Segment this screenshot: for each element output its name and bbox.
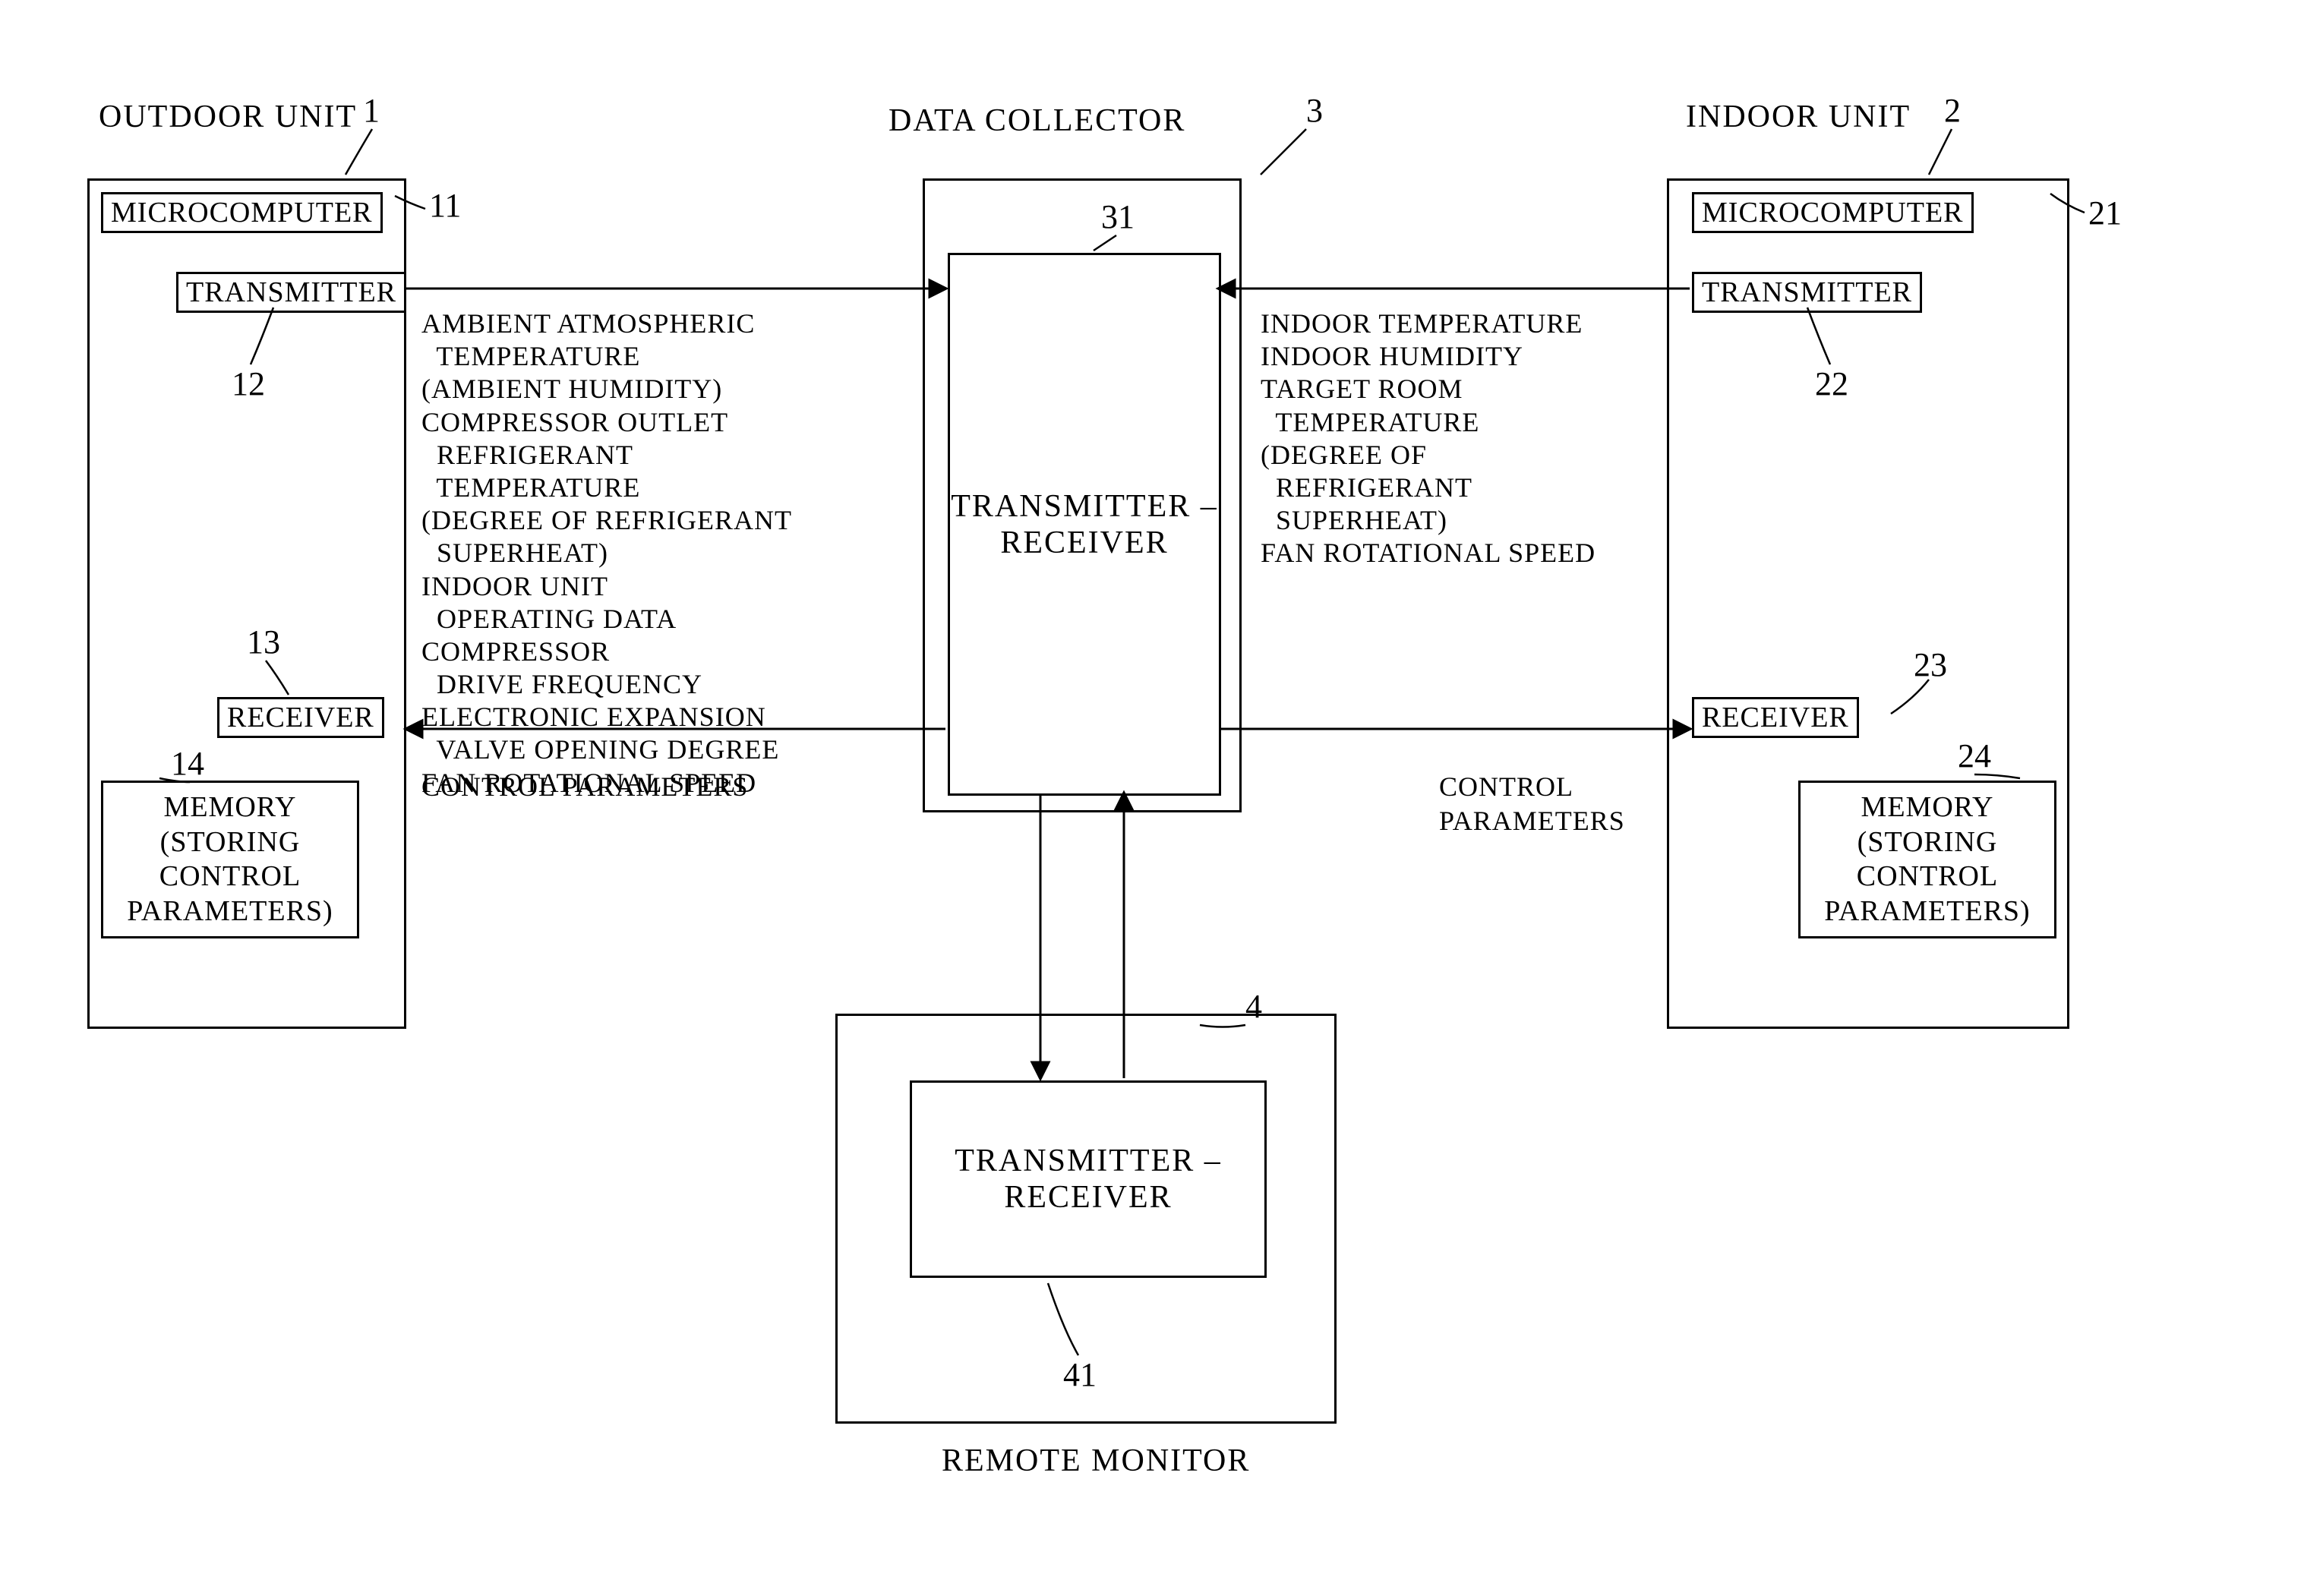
outdoor-mem-l3: CONTROL xyxy=(109,860,351,894)
leader-1 xyxy=(346,129,372,175)
indoor-mem-l2: (STORING xyxy=(1807,825,2048,860)
leader-3 xyxy=(1261,129,1306,175)
outdoor-receiver-box: RECEIVER xyxy=(217,697,384,738)
indoor-unit-title: INDOOR UNIT xyxy=(1686,99,1911,135)
outdoor-micro-ref: 11 xyxy=(429,186,461,225)
outdoor-mem-l1: MEMORY xyxy=(109,790,351,825)
indoor-unit-box: MICROCOMPUTER TRANSMITTER RECEIVER MEMOR… xyxy=(1667,178,2069,1029)
outdoor-unit-box: MICROCOMPUTER TRANSMITTER RECEIVER MEMOR… xyxy=(87,178,406,1029)
indoor-transmitter-box: TRANSMITTER xyxy=(1692,272,1922,313)
outdoor-data-list: AMBIENT ATMOSPHERIC TEMPERATURE (AMBIENT… xyxy=(421,308,792,800)
remote-txrx-ref: 41 xyxy=(1063,1355,1097,1394)
outdoor-mem-l4: PARAMETERS) xyxy=(109,894,351,929)
outdoor-tx-ref: 12 xyxy=(232,364,265,403)
control-params-left: CONTROL PARAMETERS xyxy=(421,771,748,803)
remote-monitor-title: REMOTE MONITOR xyxy=(942,1443,1250,1479)
collector-txrx-ref: 31 xyxy=(1101,197,1135,236)
data-collector-title: DATA COLLECTOR xyxy=(888,103,1185,139)
indoor-rx-ref: 23 xyxy=(1914,645,1947,684)
outdoor-mem-ref: 14 xyxy=(171,744,204,783)
indoor-tx-ref: 22 xyxy=(1815,364,1848,403)
indoor-receiver-box: RECEIVER xyxy=(1692,697,1859,738)
outdoor-unit-title: OUTDOOR UNIT xyxy=(99,99,357,135)
indoor-data-list: INDOOR TEMPERATURE INDOOR HUMIDITY TARGE… xyxy=(1261,308,1595,570)
outdoor-microcomputer-box: MICROCOMPUTER xyxy=(101,192,383,233)
indoor-microcomputer-box: MICROCOMPUTER xyxy=(1692,192,1974,233)
indoor-mem-l1: MEMORY xyxy=(1807,790,2048,825)
control-params-right-2: PARAMETERS xyxy=(1439,805,1625,837)
remote-ref: 4 xyxy=(1245,987,1262,1026)
indoor-unit-ref: 2 xyxy=(1944,91,1961,130)
indoor-mem-l3: CONTROL xyxy=(1807,860,2048,894)
data-collector-ref: 3 xyxy=(1306,91,1323,130)
outdoor-unit-ref: 1 xyxy=(363,91,380,130)
data-collector-box: TRANSMITTER – RECEIVER xyxy=(923,178,1242,812)
remote-txrx-box: TRANSMITTER – RECEIVER xyxy=(910,1080,1267,1278)
indoor-micro-ref: 21 xyxy=(2088,194,2122,232)
outdoor-mem-l2: (STORING xyxy=(109,825,351,860)
leader-2 xyxy=(1929,129,1952,175)
outdoor-memory-box: MEMORY (STORING CONTROL PARAMETERS) xyxy=(101,781,359,938)
outdoor-transmitter-box: TRANSMITTER xyxy=(176,272,406,313)
outdoor-rx-ref: 13 xyxy=(247,623,280,661)
indoor-mem-ref: 24 xyxy=(1958,736,1991,775)
indoor-memory-box: MEMORY (STORING CONTROL PARAMETERS) xyxy=(1798,781,2056,938)
indoor-mem-l4: PARAMETERS) xyxy=(1807,894,2048,929)
control-params-right-1: CONTROL xyxy=(1439,771,1573,803)
collector-txrx-box: TRANSMITTER – RECEIVER xyxy=(948,253,1221,796)
diagram-canvas: OUTDOOR UNIT 1 MICROCOMPUTER TRANSMITTER… xyxy=(0,0,2323,1596)
